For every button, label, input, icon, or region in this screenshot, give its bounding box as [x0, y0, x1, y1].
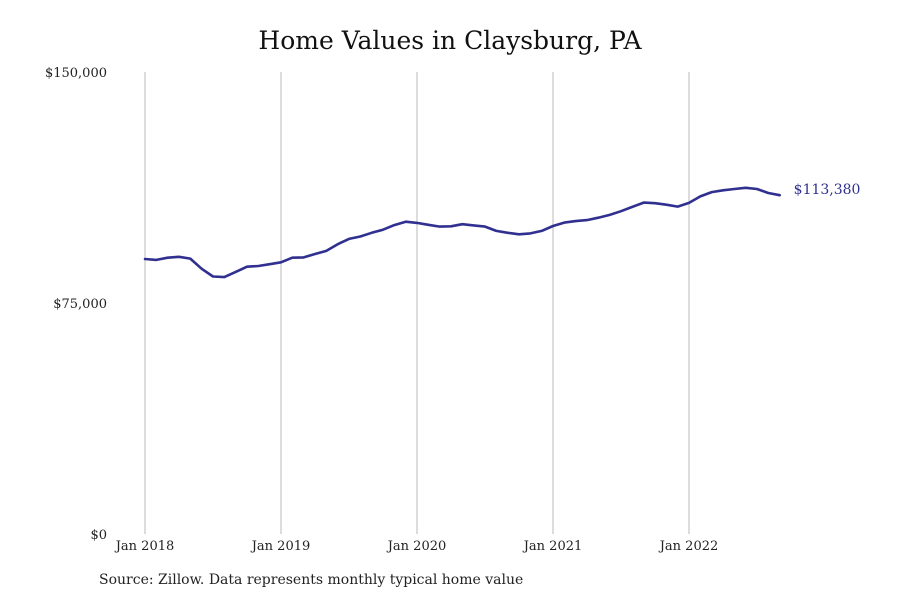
grid-layer: [144, 72, 690, 534]
x-tick-label: Jan 2020: [386, 539, 447, 554]
chart-title: Home Values in Claysburg, PA: [258, 26, 642, 55]
x-tick-label: Jan 2018: [114, 539, 175, 554]
home-value-line: [143, 186, 781, 279]
x-tick-label: Jan 2019: [250, 539, 311, 554]
y-tick-label: $75,000: [53, 297, 107, 312]
x-tick-label: Jan 2022: [658, 539, 719, 554]
y-axis-ticks: $0 $75,000 $150,000: [45, 66, 107, 543]
y-tick-label: $150,000: [45, 66, 107, 81]
x-tick-label: Jan 2021: [522, 539, 583, 554]
latest-value-label: $113,380: [794, 182, 861, 198]
x-axis-ticks: Jan 2018 Jan 2019 Jan 2020 Jan 2021 Jan 2022: [114, 539, 719, 554]
y-tick-label: $0: [90, 528, 107, 543]
chart-source-note: Source: Zillow. Data represents monthly …: [99, 572, 524, 588]
